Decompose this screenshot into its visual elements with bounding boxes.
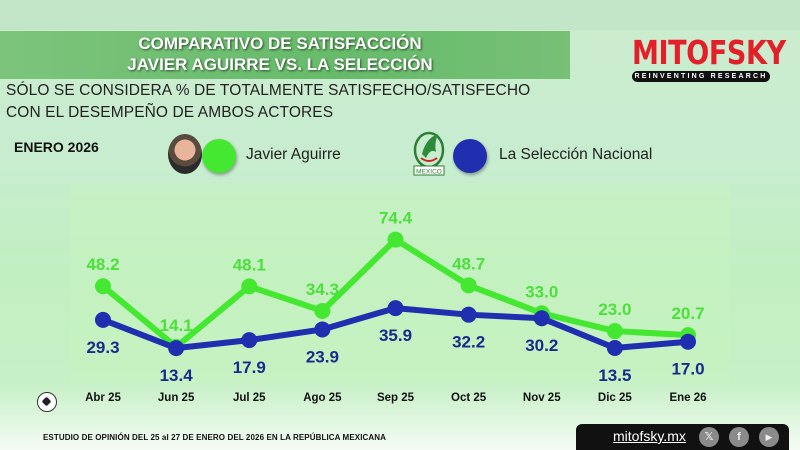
data-point-1-0	[95, 311, 111, 328]
data-label: 48.2	[86, 255, 119, 274]
top-band	[0, 0, 800, 30]
data-label: 48.7	[452, 254, 485, 273]
data-label: 13.4	[160, 366, 194, 385]
data-point-1-5	[460, 306, 477, 323]
data-label: 13.5	[598, 366, 631, 385]
mexico-crest-icon: MEXICO	[413, 131, 445, 176]
subtitle-line-2: CON EL DESEMPEÑO DE AMBOS ACTORES	[6, 104, 334, 121]
data-label: 29.3	[86, 338, 119, 357]
data-label: 34.3	[306, 280, 339, 299]
data-point-1-2	[241, 332, 258, 349]
data-point-0-5	[460, 277, 477, 294]
data-label: 17.0	[671, 360, 704, 379]
title-line-1: COMPARATIVO DE SATISFACCIÓN	[138, 34, 422, 53]
chart-title: COMPARATIVO DE SATISFACCIÓN JAVIER AGUIR…	[20, 33, 540, 75]
x-tick-label: Oct 25	[451, 392, 487, 404]
legend-label-aguirre: Javier Aguirre	[246, 146, 341, 163]
data-point-1-4	[387, 300, 404, 317]
crest-text: MEXICO	[416, 169, 442, 176]
x-tick-label: Jun 25	[158, 392, 195, 404]
line-chart: 48.2 14.1 48.1 34.3 74.4 48.7 33.0 23.0 20.7 29.3…	[70, 183, 730, 404]
javier-aguirre-photo-icon	[168, 134, 202, 174]
website-link[interactable]: mitofsky.mx	[613, 428, 686, 444]
title-band	[0, 31, 570, 79]
data-point-1-7	[606, 339, 623, 356]
data-point-0-2	[241, 278, 258, 295]
youtube-icon[interactable]: ▶	[759, 427, 779, 447]
data-point-1-6	[533, 310, 550, 327]
mitofsky-logo: MITOFSKY REINVENTING RESEARCH	[632, 36, 800, 82]
x-icon[interactable]: 𝕏	[699, 427, 719, 447]
data-point-0-4	[387, 231, 404, 248]
legend-band	[0, 130, 800, 182]
data-point-0-0	[95, 278, 111, 295]
x-tick-label: Abr 25	[85, 392, 121, 404]
legend-label-seleccion: La Selección Nacional	[499, 146, 653, 163]
data-label: 14.1	[160, 316, 193, 335]
x-tick-label: Ene 26	[669, 392, 706, 404]
data-point-1-8	[680, 333, 696, 350]
chart-subtitle: SÓLO SE CONSIDERA % DE TOTALMENTE SATISF…	[6, 80, 530, 124]
x-tick-label: Jul 25	[233, 392, 266, 404]
data-label: 20.7	[671, 304, 704, 323]
footer-bar: mitofsky.mx 𝕏 f ▶	[576, 424, 789, 450]
brand-tagline: REINVENTING RESEARCH	[632, 71, 770, 82]
data-label: 23.0	[598, 300, 631, 319]
data-point-0-7	[606, 323, 623, 340]
data-label: 35.9	[379, 326, 412, 345]
data-label: 17.9	[233, 358, 266, 377]
data-label: 32.2	[452, 333, 485, 352]
data-point-1-3	[314, 321, 331, 338]
data-label: 74.4	[379, 209, 413, 228]
title-line-2: JAVIER AGUIRRE VS. LA SELECCIÓN	[127, 55, 433, 74]
data-label: 30.2	[525, 336, 558, 355]
data-label: 33.0	[525, 282, 558, 301]
data-label: 23.9	[306, 347, 339, 366]
data-label: 48.1	[233, 255, 266, 274]
data-point-0-3	[314, 302, 331, 319]
brand-name: MITOFSKY	[632, 33, 786, 72]
survey-date: ENERO 2026	[14, 139, 99, 155]
subtitle-line-1: SÓLO SE CONSIDERA % DE TOTALMENTE SATISF…	[6, 82, 531, 99]
x-tick-label: Sep 25	[377, 392, 415, 404]
facebook-icon[interactable]: f	[729, 427, 749, 447]
x-tick-label: Ago 25	[303, 392, 342, 404]
x-tick-label: Dic 25	[598, 392, 632, 404]
footer-note: ESTUDIO DE OPINIÓN DEL 25 al 27 DE ENERO…	[43, 433, 387, 442]
data-point-1-1	[168, 340, 185, 357]
legend-dot-aguirre	[202, 139, 236, 173]
x-tick-label: Nov 25	[523, 392, 561, 404]
legend-dot-seleccion	[453, 139, 487, 173]
soccer-ball-icon	[37, 392, 57, 412]
